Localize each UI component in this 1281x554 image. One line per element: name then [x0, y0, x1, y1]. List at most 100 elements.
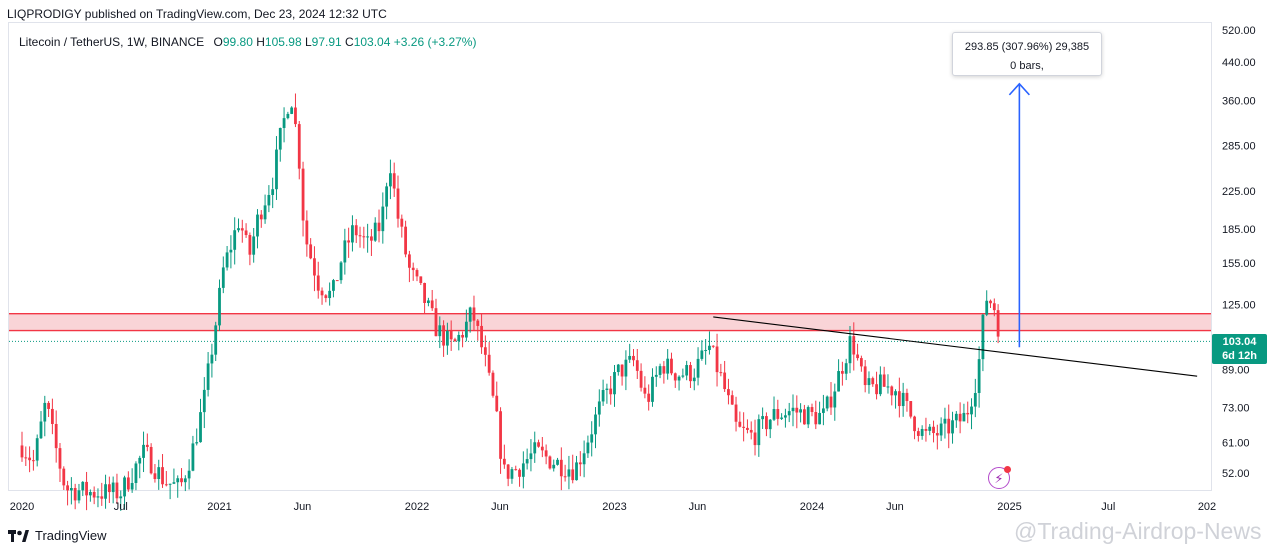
candle-down	[126, 471, 130, 492]
open-value: 99.80	[222, 35, 253, 49]
candle-up	[985, 290, 989, 317]
candle-up	[787, 402, 791, 423]
candle-body	[772, 409, 776, 420]
candle-up	[191, 435, 195, 472]
candle-body	[396, 188, 400, 219]
candle-body	[495, 395, 499, 412]
candle-down	[244, 223, 248, 238]
x-tick-label: Jun	[294, 501, 312, 513]
candle-down	[966, 401, 970, 424]
candle-body	[229, 249, 233, 253]
y-tick-label: 440.00	[1222, 57, 1256, 69]
candle-body	[806, 407, 810, 425]
candle-up	[510, 466, 514, 484]
candle-body	[859, 358, 863, 367]
candle-up	[772, 396, 776, 422]
candle-body	[715, 346, 719, 373]
ohlc-legend: Litecoin / TetherUS, 1W, BINANCE O99.80 …	[19, 35, 476, 49]
candle-down	[502, 444, 506, 469]
candle-body	[749, 429, 753, 433]
candle-up	[799, 403, 803, 423]
candle-body	[324, 295, 328, 299]
candle-body	[237, 228, 240, 231]
candle-up	[252, 227, 256, 263]
candle-body	[491, 372, 495, 396]
candle-body	[252, 236, 256, 255]
notification-dot	[1004, 466, 1011, 473]
candle-body	[803, 409, 806, 425]
measure-tooltip-bars: 0 bars,	[1010, 60, 1044, 72]
candle-down	[335, 280, 339, 282]
x-tick-label: Jul	[114, 501, 128, 513]
candle-down	[377, 209, 381, 243]
candle-body	[107, 484, 111, 493]
candle-body	[343, 240, 347, 263]
candle-up	[229, 235, 233, 269]
candle-down	[153, 464, 157, 483]
candle-up	[271, 177, 275, 209]
candle-down	[540, 436, 544, 458]
candle-body	[445, 330, 449, 346]
footer-brand[interactable]: TradingView	[8, 528, 107, 543]
candle-body	[761, 416, 765, 420]
candle-down	[309, 238, 313, 260]
candle-up	[123, 475, 126, 510]
candle-down	[992, 298, 996, 317]
y-tick-label: 89.00	[1222, 365, 1250, 377]
candle-down	[863, 360, 867, 393]
candle-down	[852, 322, 856, 371]
candle-down	[483, 335, 487, 367]
candle-down	[472, 295, 476, 332]
candle-up	[81, 481, 85, 497]
candle-down	[632, 349, 635, 367]
candle-body	[183, 478, 187, 483]
candle-body	[730, 395, 734, 405]
candle-body	[563, 476, 567, 478]
candle-body	[913, 416, 916, 432]
candle-down	[58, 443, 62, 482]
trendline	[713, 316, 1198, 377]
candle-down	[548, 455, 552, 470]
candle-down	[423, 282, 426, 314]
candle-body	[673, 373, 677, 381]
candle-body	[833, 391, 837, 408]
candle-down	[294, 93, 297, 128]
candle-body	[742, 426, 746, 428]
x-axis: 2020 Jul 2021 Jun 2022 Jun 2023 Jun 2024 Jun 2025 J…	[10, 501, 1216, 513]
candle-body	[719, 372, 723, 374]
candle-body	[951, 420, 954, 434]
candle-down	[639, 363, 643, 392]
candle-body	[795, 407, 799, 413]
y-tick-label: 61.00	[1222, 437, 1250, 449]
candle-down	[753, 419, 757, 456]
candle-up	[39, 411, 43, 440]
candle-body	[54, 423, 58, 449]
publisher-header: LIQPRODIGY published on TradingView.com,…	[7, 7, 387, 21]
candle-up	[806, 405, 810, 429]
candle-body	[24, 457, 28, 459]
candle-body	[335, 280, 339, 282]
candle-body	[28, 457, 31, 461]
candle-body	[924, 428, 928, 431]
candle-body	[989, 300, 992, 304]
candle-up	[700, 340, 704, 361]
symbol-label[interactable]: Litecoin / TetherUS, 1W, BINANCE	[19, 35, 205, 49]
candle-body	[50, 408, 54, 424]
candle-up	[833, 383, 837, 421]
candle-body	[449, 330, 453, 340]
candle-body	[700, 350, 704, 359]
candle-down	[803, 404, 806, 425]
candle-down	[829, 382, 833, 415]
candle-down	[50, 398, 54, 435]
candle-body	[620, 364, 624, 377]
candle-body	[35, 438, 39, 461]
candle-body	[100, 496, 104, 499]
candle-body	[992, 303, 996, 311]
lightning-icon[interactable]: ⚡	[988, 467, 1010, 489]
candle-body	[392, 173, 396, 189]
candle-body	[419, 276, 423, 283]
candle-body	[225, 252, 229, 268]
candle-body	[126, 477, 130, 490]
candle-up	[267, 185, 271, 213]
